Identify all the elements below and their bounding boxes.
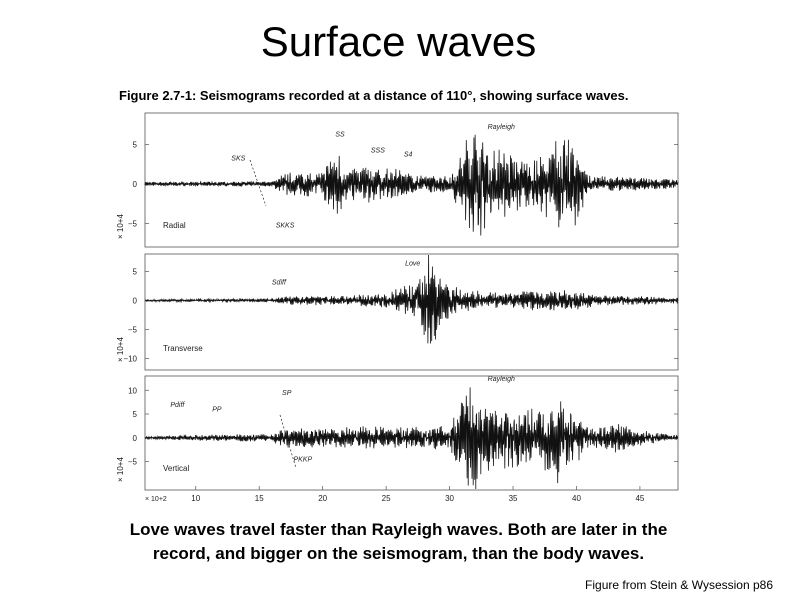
y-axis-label: × 10+4 bbox=[116, 457, 125, 482]
phase-label: Sdiff bbox=[272, 280, 287, 287]
x-tick-label: 10 bbox=[191, 494, 200, 503]
panel-label-transverse: Transverse bbox=[163, 344, 203, 353]
panel-label-radial: Radial bbox=[163, 221, 186, 230]
figure-credit: Figure from Stein & Wysession p86 bbox=[585, 578, 773, 592]
phase-label: SP bbox=[282, 390, 292, 397]
y-tick-label: 5 bbox=[133, 267, 138, 276]
y-tick-label: −10 bbox=[123, 354, 137, 363]
y-tick-label: −5 bbox=[128, 219, 138, 228]
body-text-line-2: record, and bigger on the seismogram, th… bbox=[152, 544, 645, 563]
phase-label: Rayleigh bbox=[488, 124, 515, 131]
y-tick-label: −5 bbox=[128, 325, 138, 334]
phase-label: PKKP bbox=[293, 457, 312, 464]
x-tick-label: 45 bbox=[635, 494, 644, 503]
figure-caption: Figure 2.7-1: Seismograms recorded at a … bbox=[119, 88, 629, 103]
y-tick-label: 0 bbox=[133, 434, 138, 443]
x-tick-label: 30 bbox=[445, 494, 454, 503]
x-tick-label: 15 bbox=[255, 494, 264, 503]
y-tick-label: 5 bbox=[133, 141, 138, 150]
phase-label: SKS bbox=[231, 155, 245, 162]
y-axis-label: × 10+4 bbox=[116, 337, 125, 362]
x-tick-label: 25 bbox=[382, 494, 391, 503]
phase-label: Rayleigh bbox=[488, 376, 515, 383]
slide-title: Surface waves bbox=[260, 18, 537, 65]
y-tick-label: 10 bbox=[128, 386, 137, 395]
body-text: Love waves travel faster than Rayleigh w… bbox=[40, 518, 757, 566]
phase-arrival-line bbox=[279, 414, 297, 469]
phase-label: Love bbox=[405, 261, 420, 268]
y-tick-label: 0 bbox=[133, 180, 138, 189]
x-tick-label: 40 bbox=[572, 494, 581, 503]
y-tick-label: 5 bbox=[133, 410, 138, 419]
body-text-line-1: Love waves travel faster than Rayleigh w… bbox=[129, 520, 668, 539]
phase-label: PP bbox=[212, 407, 222, 414]
y-tick-label: −5 bbox=[128, 458, 138, 467]
panel-frame-transverse bbox=[144, 253, 679, 371]
y-axis-label: × 10+4 bbox=[116, 214, 125, 239]
x-tick-label: 20 bbox=[318, 494, 327, 503]
panel-label-vertical: Vertical bbox=[163, 464, 189, 473]
phase-label: S4 bbox=[404, 151, 413, 158]
phase-label: SKKS bbox=[276, 222, 295, 229]
x-axis-label: × 10+2 bbox=[145, 496, 167, 503]
y-tick-label: 0 bbox=[133, 296, 138, 305]
panel-frame-vertical bbox=[144, 375, 679, 491]
phase-label: Pdiff bbox=[170, 402, 185, 409]
seismogram-trace-vertical bbox=[144, 387, 679, 490]
phase-arrival-line bbox=[249, 159, 267, 207]
panel-frame-radial bbox=[144, 112, 679, 248]
phase-label: SSS bbox=[371, 147, 385, 154]
seismogram-trace-radial bbox=[144, 134, 679, 236]
phase-label: SS bbox=[335, 132, 345, 139]
x-tick-label: 35 bbox=[509, 494, 518, 503]
seismogram-trace-transverse bbox=[144, 254, 679, 344]
